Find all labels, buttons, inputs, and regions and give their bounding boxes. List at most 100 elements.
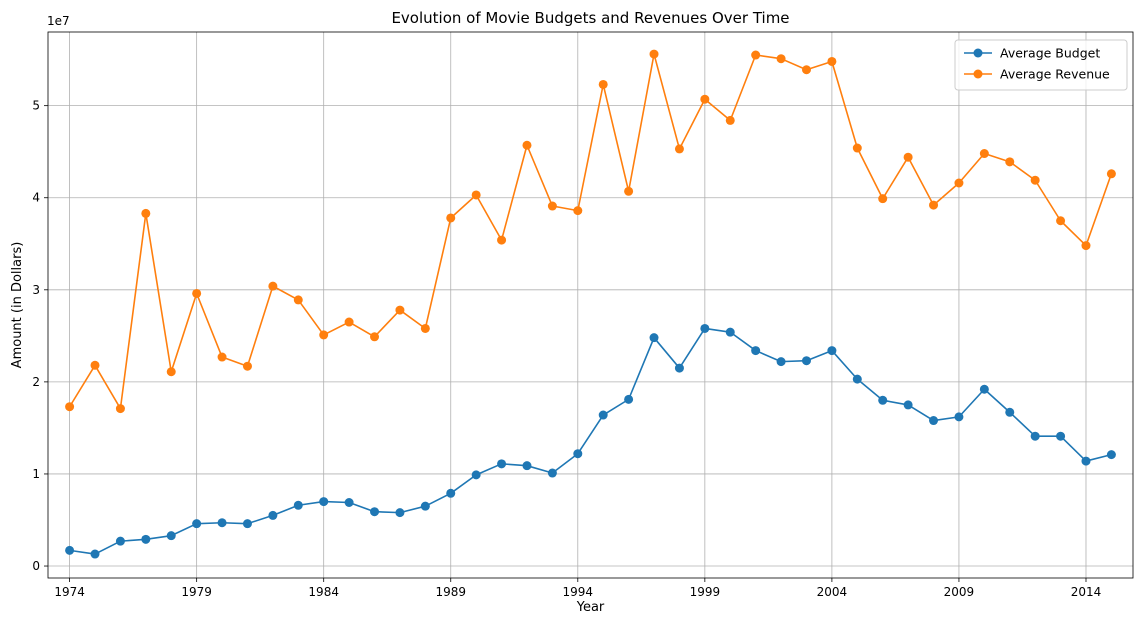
data-point xyxy=(700,94,710,104)
data-point xyxy=(293,295,303,305)
series-0 xyxy=(65,323,1116,559)
data-point xyxy=(268,510,278,520)
data-point xyxy=(1005,157,1015,167)
series-line xyxy=(68,53,1113,410)
data-point xyxy=(903,152,913,162)
x-tick-label: 1974 xyxy=(54,585,85,599)
y-axis-offset-label: 1e7 xyxy=(47,14,70,28)
y-tick-label: 1 xyxy=(32,467,40,481)
data-point xyxy=(446,488,456,498)
data-point xyxy=(141,208,151,218)
x-tick-label: 1989 xyxy=(435,585,466,599)
data-point xyxy=(319,330,329,340)
data-point xyxy=(446,213,456,223)
data-point xyxy=(852,374,862,384)
data-point xyxy=(1030,431,1040,441)
data-point xyxy=(827,56,837,66)
x-tick-label: 2014 xyxy=(1071,585,1102,599)
data-point xyxy=(115,404,125,414)
data-point xyxy=(65,545,75,555)
data-point xyxy=(1106,169,1116,179)
data-point xyxy=(598,79,608,89)
data-point xyxy=(827,346,837,356)
series-1 xyxy=(65,49,1116,414)
data-point xyxy=(141,534,151,544)
data-point xyxy=(217,352,227,362)
data-point xyxy=(471,470,481,480)
x-tick-label: 2004 xyxy=(817,585,848,599)
data-point xyxy=(801,65,811,75)
data-point xyxy=(547,201,557,211)
plot-frame xyxy=(47,31,1134,579)
data-point xyxy=(242,361,252,371)
data-point xyxy=(649,49,659,59)
data-point xyxy=(929,416,939,426)
tick-layer: 1974 1979 1984 1989 1994 1999 2004 2009 2014 0 1 2 3… xyxy=(32,99,1101,599)
legend-marker xyxy=(973,69,983,79)
data-point xyxy=(674,363,684,373)
data-point xyxy=(268,281,278,291)
data-point xyxy=(573,449,583,459)
x-tick-label: 1979 xyxy=(181,585,212,599)
data-point xyxy=(954,412,964,422)
data-point xyxy=(1005,407,1015,417)
y-tick-label: 4 xyxy=(32,191,40,205)
data-point xyxy=(115,536,125,546)
data-point xyxy=(90,360,100,370)
grid xyxy=(48,32,1133,578)
y-tick-label: 3 xyxy=(32,283,40,297)
data-point xyxy=(979,384,989,394)
data-point xyxy=(674,144,684,154)
data-point xyxy=(1081,456,1091,466)
x-axis-label: Year xyxy=(576,600,605,615)
data-point xyxy=(1081,241,1091,251)
data-point xyxy=(725,115,735,125)
data-point xyxy=(420,501,430,511)
data-point xyxy=(624,186,634,196)
data-point xyxy=(852,143,862,153)
data-point xyxy=(293,500,303,510)
data-point xyxy=(878,194,888,204)
data-point xyxy=(751,346,761,356)
data-point xyxy=(954,178,964,188)
x-tick-label: 1994 xyxy=(563,585,594,599)
chart-title: Evolution of Movie Budgets and Revenues … xyxy=(391,9,789,27)
data-point xyxy=(166,531,176,541)
legend: Average Budget Average Revenue xyxy=(954,39,1128,91)
data-point xyxy=(395,305,405,315)
data-point xyxy=(979,149,989,159)
y-tick-label: 2 xyxy=(32,375,40,389)
data-point xyxy=(776,54,786,64)
y-axis-label: Amount (in Dollars) xyxy=(10,242,25,369)
legend-label: Average Revenue xyxy=(1000,67,1110,82)
data-point xyxy=(471,190,481,200)
data-point xyxy=(1030,175,1040,185)
legend-box xyxy=(954,39,1128,91)
data-point xyxy=(90,549,100,559)
data-point xyxy=(344,497,354,507)
data-point xyxy=(192,519,202,529)
data-point xyxy=(522,140,532,150)
data-point xyxy=(878,395,888,405)
data-point xyxy=(192,288,202,298)
data-point xyxy=(598,410,608,420)
data-point xyxy=(370,332,380,342)
data-point xyxy=(497,459,507,469)
data-point xyxy=(547,468,557,478)
data-point xyxy=(751,50,761,60)
x-tick-label: 2009 xyxy=(944,585,975,599)
data-point xyxy=(1056,431,1066,441)
data-point xyxy=(801,356,811,366)
data-point xyxy=(217,518,227,528)
data-point xyxy=(903,400,913,410)
x-tick-label: 1984 xyxy=(308,585,339,599)
data-point xyxy=(573,206,583,216)
data-point xyxy=(929,200,939,210)
data-point xyxy=(522,461,532,471)
legend-label: Average Budget xyxy=(1000,46,1100,61)
data-point xyxy=(1056,216,1066,226)
data-point xyxy=(242,519,252,529)
data-point xyxy=(370,507,380,517)
y-tick-label: 5 xyxy=(32,99,40,113)
